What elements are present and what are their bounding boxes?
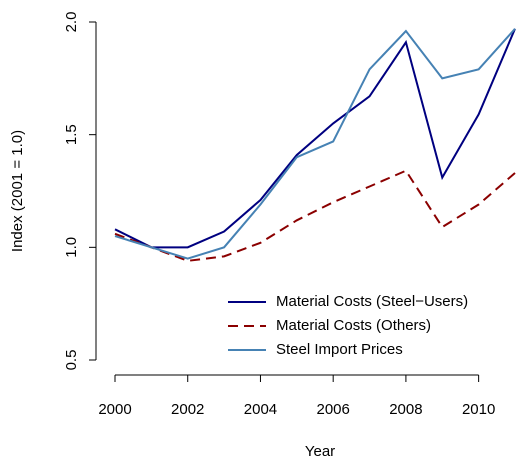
data-line (114, 28, 516, 260)
y-axis-label: Index (2001 = 1.0) (9, 130, 26, 252)
legend-label: Material Costs (Steel−Users) (276, 293, 468, 310)
x-tick-label: 2000 (98, 401, 131, 418)
legend-label: Material Costs (Others) (276, 317, 431, 334)
x-tick-label: 2004 (244, 401, 277, 418)
y-tick-label: 1.0 (63, 237, 80, 258)
data-line (114, 169, 516, 262)
x-tick-label: 2008 (389, 401, 422, 418)
y-tick-label: 0.5 (63, 350, 80, 371)
x-tick-label: 2010 (462, 401, 495, 418)
data-line (114, 28, 516, 249)
x-axis-label: Year (305, 443, 335, 460)
y-tick-label: 1.5 (63, 124, 80, 145)
y-tick-label: 2.0 (63, 12, 80, 33)
x-tick-label: 2002 (171, 401, 204, 418)
legend-label: Steel Import Prices (276, 341, 403, 358)
x-tick-label: 2006 (316, 401, 349, 418)
